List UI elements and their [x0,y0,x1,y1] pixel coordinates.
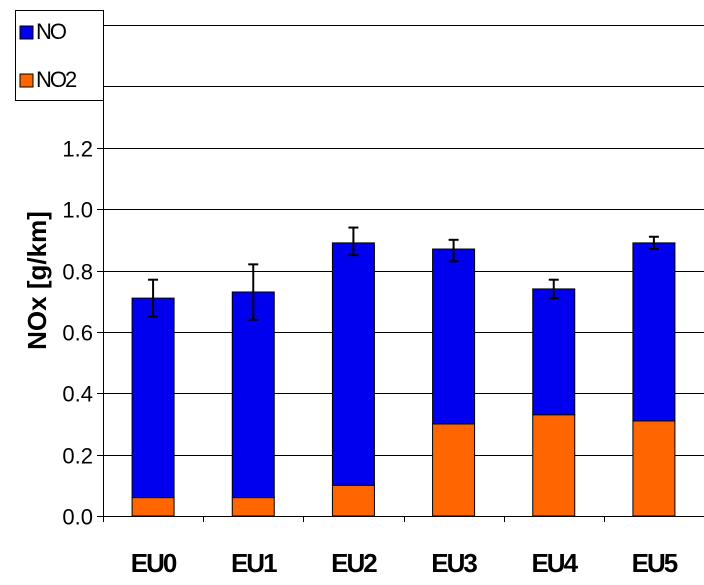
y-axis-title: NOx [g/km] [22,211,52,350]
labels: 0.0 0.2 0.4 0.6 0.8 1.0 1.2 EU0 EU1 EU2 EU3 EU4 EU5 N… [22,137,680,579]
bar-no-eu1 [231,291,275,499]
y-tick-label: 1.2 [62,137,93,162]
bar-no2-eu3 [432,423,476,517]
bar-no-eu2 [331,242,375,486]
x-category-label: EU4 [531,548,578,578]
y-tick-label: 1.0 [62,198,93,223]
x-category-label: EU5 [632,548,678,578]
bar-no2-eu4 [532,414,576,517]
x-category-label: EU3 [431,548,477,578]
y-tick-label: 0.2 [62,444,93,469]
legend: NO NO2 [15,10,104,101]
bar-no2-eu2 [331,484,375,517]
x-category-label: EU1 [231,548,277,578]
y-tick-label: 0.4 [62,382,93,407]
gridlines [103,25,704,456]
legend-label-no2: NO2 [36,67,77,92]
bar-no-eu4 [532,288,576,416]
x-category-label: EU2 [331,548,377,578]
bar-no2-eu5 [632,420,676,517]
error-bars [148,226,659,321]
legend-label-no: NO [36,19,67,44]
x-category-label: EU0 [131,548,177,578]
legend-swatch-no [19,25,34,40]
legend-swatch-no2 [19,73,34,88]
bars [131,242,676,517]
y-tick-label: 0.6 [62,321,93,346]
bar-no-eu0 [131,297,175,499]
y-tick-label: 0.0 [62,505,93,530]
axes [97,25,704,522]
y-tick-label: 0.8 [62,260,93,285]
bar-no2-eu1 [231,497,275,517]
bar-no-eu5 [632,242,676,422]
bar-no2-eu0 [131,497,175,517]
bar-no-eu3 [432,248,476,425]
